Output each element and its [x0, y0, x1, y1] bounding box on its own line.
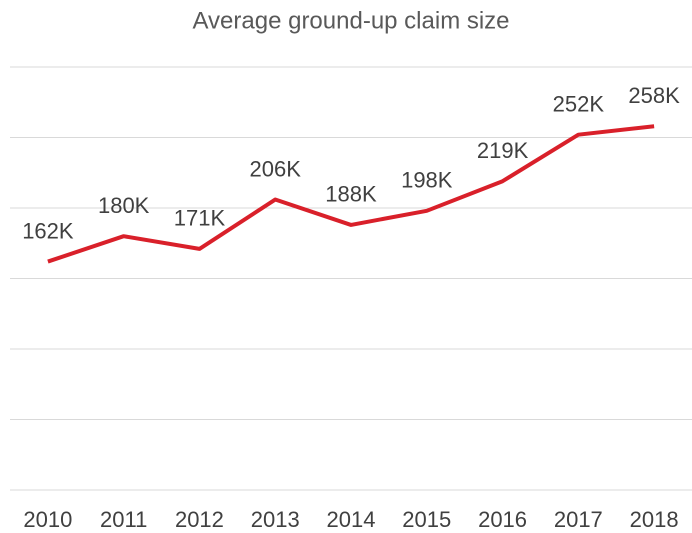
data-label: 206K [250, 156, 302, 181]
data-label: 188K [325, 182, 377, 207]
data-label: 162K [22, 218, 74, 243]
x-tick-label: 2010 [23, 507, 72, 532]
data-label: 198K [401, 168, 453, 193]
chart-title: Average ground-up claim size [192, 7, 509, 34]
x-tick-label: 2014 [327, 507, 376, 532]
x-tick-label: 2012 [175, 507, 224, 532]
line-series [47, 124, 655, 264]
x-tick-label: 2018 [630, 507, 679, 532]
x-tick-label: 2017 [554, 507, 603, 532]
data-label: 252K [553, 91, 605, 116]
x-tick-label: 2015 [402, 507, 451, 532]
data-label: 171K [174, 206, 226, 231]
data-label: 180K [98, 193, 150, 218]
x-tick-label: 2013 [251, 507, 300, 532]
data-label: 258K [628, 83, 680, 108]
x-tick-label: 2011 [100, 507, 147, 532]
data-label: 219K [477, 138, 529, 163]
x-tick-label: 2016 [478, 507, 527, 532]
